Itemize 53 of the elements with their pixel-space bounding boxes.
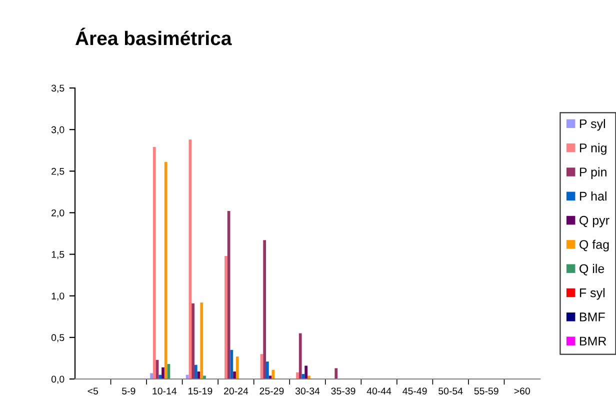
- legend-label: BMR: [580, 336, 606, 346]
- bar: [200, 302, 204, 379]
- y-tick-label: 1,0: [52, 292, 64, 301]
- bar: [164, 162, 168, 379]
- x-tick-label: 30-34: [295, 388, 320, 394]
- legend-label: Q ile: [580, 264, 604, 276]
- x-tick-label: <5: [88, 388, 98, 394]
- bar: [298, 333, 302, 379]
- bar: [266, 362, 269, 379]
- legend-label: P pin: [580, 167, 606, 179]
- bar: [194, 364, 198, 379]
- x-tick-label: 15-19: [188, 388, 212, 394]
- bar: [150, 373, 153, 379]
- x-tick-label: 45-49: [402, 388, 427, 394]
- x-tick-label: 50-54: [438, 388, 463, 394]
- legend-label: P hal: [580, 191, 606, 201]
- chart-title: Área basimétrica: [75, 28, 232, 46]
- y-tick-label: 3,5: [51, 84, 64, 93]
- y-tick-label: 3,0: [51, 126, 64, 134]
- legend-label: Q pyr: [580, 216, 610, 228]
- bar: [272, 370, 275, 379]
- x-tick-label: 10-14: [152, 388, 177, 394]
- legend-label: P nig: [580, 143, 606, 155]
- x-tick-label: 20-24: [224, 388, 248, 394]
- bar: [296, 372, 299, 379]
- bar: [203, 376, 206, 379]
- legend-label: Q fag: [580, 240, 609, 252]
- x-tick-label: 55-59: [474, 388, 498, 394]
- bar: [308, 376, 310, 379]
- bar: [230, 350, 234, 379]
- bar: [192, 303, 194, 379]
- bar: [236, 356, 239, 379]
- bar: [233, 372, 236, 379]
- x-tick-label: >60: [514, 388, 530, 394]
- legend-label: F syl: [580, 288, 604, 300]
- bar: [263, 240, 266, 379]
- bar: [304, 366, 308, 379]
- bar: [162, 367, 164, 379]
- x-tick-label: 35-39: [331, 388, 356, 394]
- bar: [224, 256, 228, 379]
- legend-label: BMF: [580, 312, 605, 322]
- x-tick-label: 25-29: [260, 388, 284, 394]
- y-tick-label: 2,5: [52, 168, 64, 176]
- y-tick-label: 0,0: [51, 376, 64, 384]
- bar: [334, 368, 338, 379]
- bar: [188, 140, 192, 379]
- y-tick-label: 2,0: [52, 209, 64, 218]
- legend-label: P syl: [580, 118, 605, 131]
- bar: [152, 147, 156, 379]
- x-tick-label: 5-9: [122, 388, 136, 394]
- y-tick-label: 1,5: [52, 251, 64, 260]
- y-tick-label: 0,5: [51, 334, 64, 342]
- x-tick-label: 40-44: [366, 388, 392, 394]
